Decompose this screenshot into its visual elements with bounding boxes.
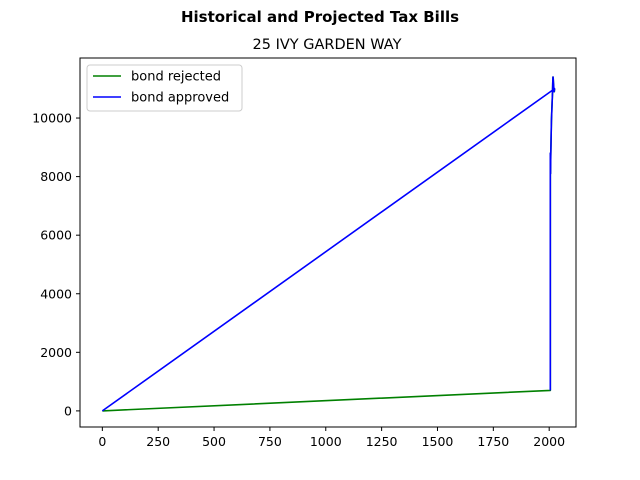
x-tick-label: 500 [202,434,226,449]
x-tick-label: 0 [98,434,106,449]
y-tick-label: 6000 [40,228,72,243]
x-tick-label: 750 [258,434,282,449]
y-tick-label: 2000 [40,345,72,360]
chart-suptitle: Historical and Projected Tax Bills [181,8,459,26]
plot-lines [101,76,556,412]
y-tick-label: 10000 [32,111,72,126]
chart-title: 25 IVY GARDEN WAY [253,37,402,53]
series-line-0 [102,76,556,412]
y-tick-label: 0 [64,403,72,418]
series-line-1 [101,76,556,412]
x-tick-label: 1750 [477,434,509,449]
x-tick-label: 250 [146,434,170,449]
x-tick-label: 2000 [533,434,565,449]
x-tick-label: 1500 [422,434,454,449]
y-tick-label: 8000 [40,169,72,184]
legend: bond rejected bond approved [86,64,243,112]
axes-frame [79,57,577,428]
legend-box [86,64,243,112]
y-tick-label: 4000 [40,286,72,301]
legend-label-0: bond rejected [131,70,221,85]
x-tick-label: 1000 [310,434,342,449]
y-axis: 0 2000 4000 6000 8000 10000 [32,111,80,418]
x-tick-label: 1250 [366,434,398,449]
x-axis: 0 250 500 750 1000 1250 1500 1750 2000 [98,427,565,449]
legend-label-1: bond approved [131,91,229,106]
